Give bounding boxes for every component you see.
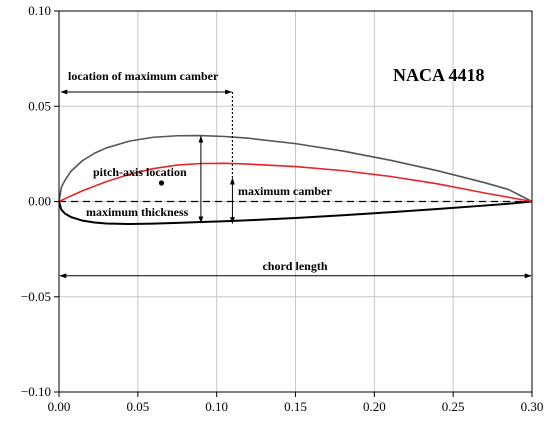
y-tick-label: 0.10	[28, 3, 51, 18]
max-camber-location-label: location of maximum camber	[68, 69, 219, 83]
max-camber-label: maximum camber	[238, 184, 332, 198]
x-tick-label: 0.00	[48, 399, 71, 414]
annotations: location of maximum camber maximum thickn…	[59, 69, 532, 279]
x-tick-label: 0.30	[521, 399, 544, 414]
x-tick-label: 0.20	[363, 399, 386, 414]
upper-surface-line	[58, 134, 533, 203]
y-tick-label: 0.00	[28, 194, 51, 209]
x-tick-label: 0.15	[284, 399, 307, 414]
x-tick-label: 0.05	[126, 399, 149, 414]
airfoil-curves	[58, 134, 533, 226]
pitch-axis-point	[158, 180, 165, 186]
x-tick-label: 0.25	[442, 399, 465, 414]
lower-surface-line	[58, 200, 533, 226]
y-tick-label: −0.05	[21, 289, 51, 304]
x-tick-label: 0.10	[205, 399, 228, 414]
pitch-axis-label: pitch-axis location	[93, 165, 187, 179]
chord-length-label: chord length	[262, 259, 327, 273]
chart-title: NACA 4418	[393, 65, 485, 85]
y-tick-label: −0.10	[21, 384, 51, 399]
camber-line-line	[58, 162, 533, 203]
axis-ticks: 0.00 0.05 0.10 0.15 0.20 0.25 0.30 0.10 0.05 0.00…	[21, 3, 543, 414]
y-tick-label: 0.05	[28, 98, 51, 113]
max-thickness-label: maximum thickness	[86, 205, 189, 219]
